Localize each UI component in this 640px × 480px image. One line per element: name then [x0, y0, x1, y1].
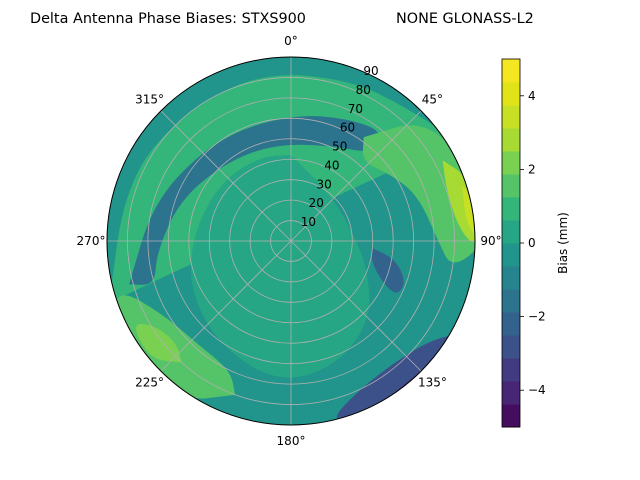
chart-title-left: Delta Antenna Phase Biases: STXS900: [30, 11, 306, 27]
colorbar-label: Bias (mm): [556, 212, 570, 274]
colorbar-band: [502, 151, 520, 175]
radial-tick-label: 20: [309, 196, 324, 210]
contour-region-southeast-low: [336, 333, 465, 424]
plot-area: [106, 56, 476, 426]
colorbar-band: [502, 220, 520, 244]
radial-tick-label: 30: [317, 177, 332, 191]
polar-frame: [106, 56, 476, 426]
azimuth-gridline: [290, 110, 422, 242]
colorbar-band: [502, 381, 520, 405]
contour-region-east-low: [371, 248, 404, 293]
colorbar-tick-label: 4: [528, 89, 536, 103]
colorbar-tick-label: −2: [528, 310, 546, 324]
azimuth-tick-label: 0°: [284, 34, 298, 48]
radial-tick-label: 90: [363, 64, 378, 78]
colorbar-band: [502, 105, 520, 129]
contour-region-north-low-band: [129, 116, 381, 285]
colorbar-band: [502, 174, 520, 198]
radial-tick-label: 80: [356, 83, 371, 97]
contour-region-east-max: [462, 185, 475, 236]
contour-region-southwest-peak: [136, 324, 182, 363]
azimuth-gridline: [160, 240, 292, 372]
colorbar-band: [502, 243, 520, 267]
radial-tick-label: 40: [324, 158, 339, 172]
radial-tick-label: 70: [348, 102, 363, 116]
colorbar-tick-label: 2: [528, 162, 536, 176]
azimuth-gridline: [160, 110, 292, 242]
azimuth-tick-label: 180°: [277, 434, 306, 448]
colorbar-band: [502, 312, 520, 336]
azimuth-tick-label: 45°: [422, 93, 443, 107]
colorbar-tick-label: −4: [528, 383, 546, 397]
contour-region-northeast-high: [362, 125, 475, 263]
colorbar-band: [502, 289, 520, 313]
radial-tick-label: 10: [301, 215, 316, 229]
azimuth-tick-label: 135°: [418, 375, 447, 389]
colorbar-band: [502, 335, 520, 359]
colorbar-band: [502, 197, 520, 221]
azimuth-tick-label: 270°: [77, 234, 106, 248]
colorbar-tick-label: 0: [528, 236, 536, 250]
colorbar: −4 −2 0 2 4 Bias (mm): [501, 58, 570, 428]
colorbar-band: [502, 404, 520, 428]
contour-region-center: [190, 155, 370, 378]
azimuth-tick-labels: 0° 45° 90° 135° 180° 225° 270° 315°: [77, 34, 502, 448]
radial-tick-labels: 10 20 30 40 50 60 70 80 90: [301, 64, 379, 229]
colorbar-band: [502, 59, 520, 83]
azimuth-tick-label: 90°: [480, 234, 501, 248]
radial-tick-label: 60: [340, 121, 355, 135]
colorbar-band: [502, 128, 520, 152]
colorbar-band: [502, 358, 520, 382]
chart-title-right: NONE GLONASS-L2: [396, 11, 534, 27]
azimuth-gridline: [290, 240, 422, 372]
azimuth-tick-label: 225°: [135, 375, 164, 389]
colorbar-band: [502, 266, 520, 290]
radial-tick-label: 50: [332, 140, 347, 154]
colorbar-band: [502, 82, 520, 106]
azimuth-tick-label: 315°: [135, 93, 164, 107]
